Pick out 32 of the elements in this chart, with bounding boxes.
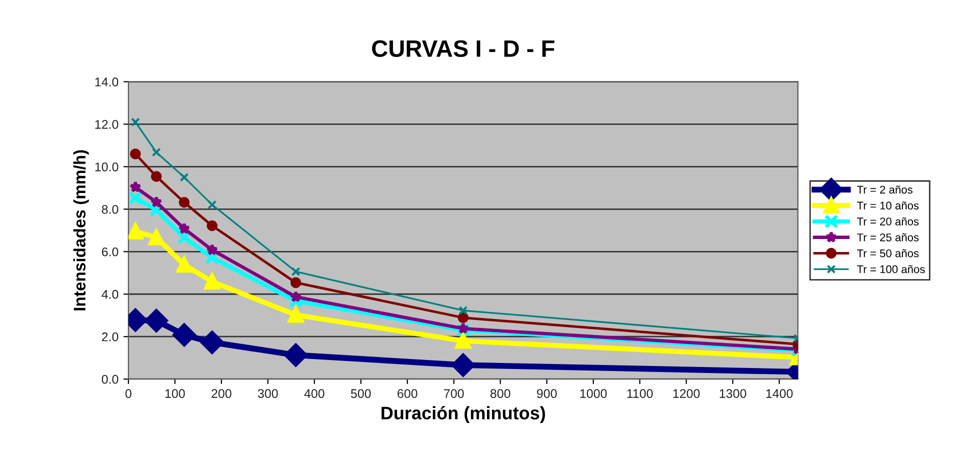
x-tick-label: 800 — [490, 389, 510, 398]
x-tick-label: 900 — [536, 389, 557, 398]
y-tick-label: 0.0 — [102, 374, 118, 384]
x-tick-label: 200 — [212, 389, 232, 398]
legend-label: Tr = 10 años — [857, 201, 919, 210]
x-tick-label: 300 — [258, 389, 278, 398]
x-tick-label: 1300 — [720, 389, 746, 398]
y-tick-label: 2.0 — [102, 332, 118, 342]
chart-title: CURVAS I - D - F — [372, 40, 554, 57]
legend-label: Tr = 25 años — [857, 233, 919, 242]
x-tick-label: 400 — [304, 389, 324, 398]
x-tick-label: 500 — [350, 389, 371, 398]
x-tick-label: 700 — [444, 389, 464, 398]
y-tick-label: 10.0 — [95, 162, 118, 172]
legend-label: Tr = 50 años — [857, 249, 919, 258]
y-tick-label: 12.0 — [95, 120, 118, 129]
x-tick-label: 600 — [398, 389, 418, 398]
legend-label: Tr = 100 años — [857, 265, 925, 274]
x-tick-label: 0 — [125, 389, 132, 398]
x-tick-label: 100 — [165, 389, 185, 398]
y-tick-label: 14.0 — [95, 78, 118, 86]
legend-label: Tr = 20 años — [857, 217, 919, 226]
x-tick-label: 1100 — [627, 389, 653, 398]
y-tick-label: 8.0 — [102, 204, 118, 214]
x-tick-label: 1400 — [766, 389, 793, 398]
x-tick-label: 1200 — [673, 389, 700, 398]
y-tick-label: 4.0 — [102, 290, 118, 299]
y-tick-label: 6.0 — [102, 247, 118, 256]
legend-label: Tr = 2 años — [857, 186, 912, 194]
x-tick-label: 1000 — [580, 389, 607, 398]
y-axis-title: Intensidades (mm/h) — [73, 150, 89, 310]
x-axis-title: Duración (minutos) — [382, 406, 546, 424]
